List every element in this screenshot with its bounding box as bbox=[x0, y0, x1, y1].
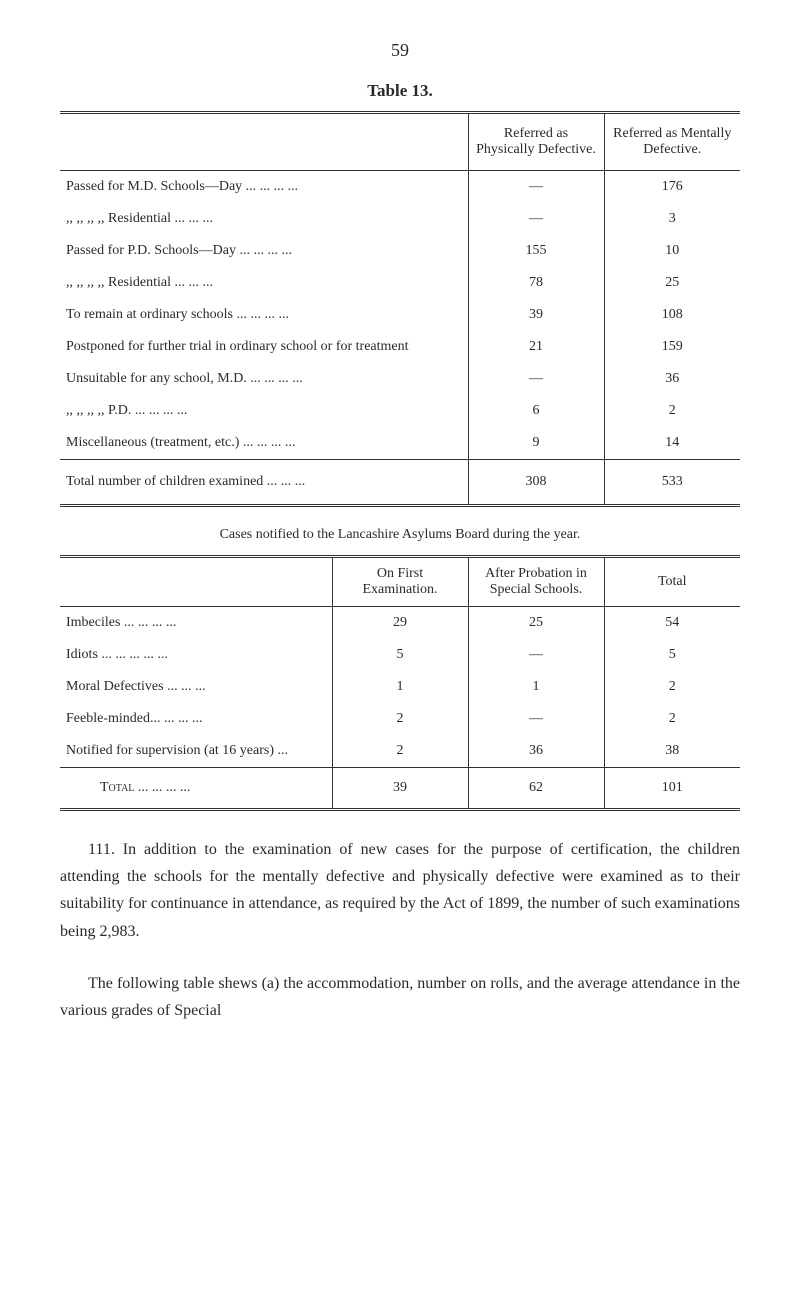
row-label: Moral Defectives ... ... ... bbox=[60, 671, 332, 703]
row-desc: ,, ,, ,, ,, Residential ... ... ... bbox=[60, 203, 468, 235]
row-after: 25 bbox=[468, 607, 604, 640]
row-first: 5 bbox=[332, 639, 468, 671]
row-ment: 36 bbox=[604, 363, 740, 395]
cases-header-first: On First Examination. bbox=[332, 557, 468, 607]
row-label: Idiots ... ... ... ... ... bbox=[60, 639, 332, 671]
row-first: 2 bbox=[332, 735, 468, 768]
row-label: Notified for supervision (at 16 years) .… bbox=[60, 735, 332, 768]
row-phys: 39 bbox=[468, 299, 604, 331]
row-total: 2 bbox=[604, 671, 740, 703]
total-first: 39 bbox=[332, 768, 468, 810]
paragraph-following: The following table shews (a) the accomm… bbox=[60, 970, 740, 1024]
table13-header-phys: Referred as Physically Defective. bbox=[468, 113, 604, 171]
row-desc: Miscellaneous (treatment, etc.) ... ... … bbox=[60, 427, 468, 460]
table-row: ,, ,, ,, ,, Residential ... ... ... — 3 bbox=[60, 203, 740, 235]
cases-total-row: Total ... ... ... ... 39 62 101 bbox=[60, 768, 740, 810]
table-row: Passed for P.D. Schools—Day ... ... ... … bbox=[60, 235, 740, 267]
row-desc: Postponed for further trial in ordinary … bbox=[60, 331, 468, 363]
row-first: 2 bbox=[332, 703, 468, 735]
table-row: ,, ,, ,, ,, P.D. ... ... ... ... 6 2 bbox=[60, 395, 740, 427]
row-after: 36 bbox=[468, 735, 604, 768]
row-first: 29 bbox=[332, 607, 468, 640]
row-phys: — bbox=[468, 203, 604, 235]
cases-header-row: On First Examination. After Probation in… bbox=[60, 557, 740, 607]
table-row: Feeble-minded... ... ... ... 2 — 2 bbox=[60, 703, 740, 735]
row-total: 38 bbox=[604, 735, 740, 768]
row-phys: — bbox=[468, 171, 604, 204]
row-total: 2 bbox=[604, 703, 740, 735]
table13: Referred as Physically Defective. Referr… bbox=[60, 111, 740, 507]
row-ment: 176 bbox=[604, 171, 740, 204]
row-after: 1 bbox=[468, 671, 604, 703]
total-phys: 308 bbox=[468, 460, 604, 506]
cases-title: Cases notified to the Lancashire Asylums… bbox=[60, 527, 740, 543]
row-ment: 25 bbox=[604, 267, 740, 299]
cases-header-after: After Probation in Special Schools. bbox=[468, 557, 604, 607]
row-first: 1 bbox=[332, 671, 468, 703]
row-total: 5 bbox=[604, 639, 740, 671]
row-after: — bbox=[468, 639, 604, 671]
row-desc: Unsuitable for any school, M.D. ... ... … bbox=[60, 363, 468, 395]
row-phys: 21 bbox=[468, 331, 604, 363]
row-label: Imbeciles ... ... ... ... bbox=[60, 607, 332, 640]
row-phys: — bbox=[468, 363, 604, 395]
cases-table: On First Examination. After Probation in… bbox=[60, 555, 740, 811]
table-row: Notified for supervision (at 16 years) .… bbox=[60, 735, 740, 768]
total-label: Total ... ... ... ... bbox=[60, 768, 332, 810]
row-ment: 108 bbox=[604, 299, 740, 331]
row-total: 54 bbox=[604, 607, 740, 640]
table13-header-blank bbox=[60, 113, 468, 171]
cases-header-blank bbox=[60, 557, 332, 607]
row-ment: 159 bbox=[604, 331, 740, 363]
table13-title: Table 13. bbox=[60, 81, 740, 101]
table-row: Miscellaneous (treatment, etc.) ... ... … bbox=[60, 427, 740, 460]
row-desc: Passed for M.D. Schools—Day ... ... ... … bbox=[60, 171, 468, 204]
total-ment: 533 bbox=[604, 460, 740, 506]
total-total: 101 bbox=[604, 768, 740, 810]
row-desc: Passed for P.D. Schools—Day ... ... ... … bbox=[60, 235, 468, 267]
table-row: Unsuitable for any school, M.D. ... ... … bbox=[60, 363, 740, 395]
page-number: 59 bbox=[60, 40, 740, 61]
cases-header-total: Total bbox=[604, 557, 740, 607]
table-row: Postponed for further trial in ordinary … bbox=[60, 331, 740, 363]
table-row: Imbeciles ... ... ... ... 29 25 54 bbox=[60, 607, 740, 640]
table-row: Idiots ... ... ... ... ... 5 — 5 bbox=[60, 639, 740, 671]
row-phys: 9 bbox=[468, 427, 604, 460]
row-ment: 3 bbox=[604, 203, 740, 235]
table-row: ,, ,, ,, ,, Residential ... ... ... 78 2… bbox=[60, 267, 740, 299]
table-row: Moral Defectives ... ... ... 1 1 2 bbox=[60, 671, 740, 703]
table-row: Passed for M.D. Schools—Day ... ... ... … bbox=[60, 171, 740, 204]
row-desc: To remain at ordinary schools ... ... ..… bbox=[60, 299, 468, 331]
total-desc: Total number of children examined ... ..… bbox=[60, 460, 468, 506]
table13-header-row: Referred as Physically Defective. Referr… bbox=[60, 113, 740, 171]
total-after: 62 bbox=[468, 768, 604, 810]
row-ment: 2 bbox=[604, 395, 740, 427]
row-desc: ,, ,, ,, ,, P.D. ... ... ... ... bbox=[60, 395, 468, 427]
row-phys: 6 bbox=[468, 395, 604, 427]
table-row: To remain at ordinary schools ... ... ..… bbox=[60, 299, 740, 331]
row-desc: ,, ,, ,, ,, Residential ... ... ... bbox=[60, 267, 468, 299]
row-label: Feeble-minded... ... ... ... bbox=[60, 703, 332, 735]
row-ment: 14 bbox=[604, 427, 740, 460]
table13-header-ment: Referred as Mentally Defective. bbox=[604, 113, 740, 171]
paragraph-111: 111. In addition to the examination of n… bbox=[60, 836, 740, 945]
table13-total-row: Total number of children examined ... ..… bbox=[60, 460, 740, 506]
row-phys: 78 bbox=[468, 267, 604, 299]
row-ment: 10 bbox=[604, 235, 740, 267]
row-after: — bbox=[468, 703, 604, 735]
row-phys: 155 bbox=[468, 235, 604, 267]
